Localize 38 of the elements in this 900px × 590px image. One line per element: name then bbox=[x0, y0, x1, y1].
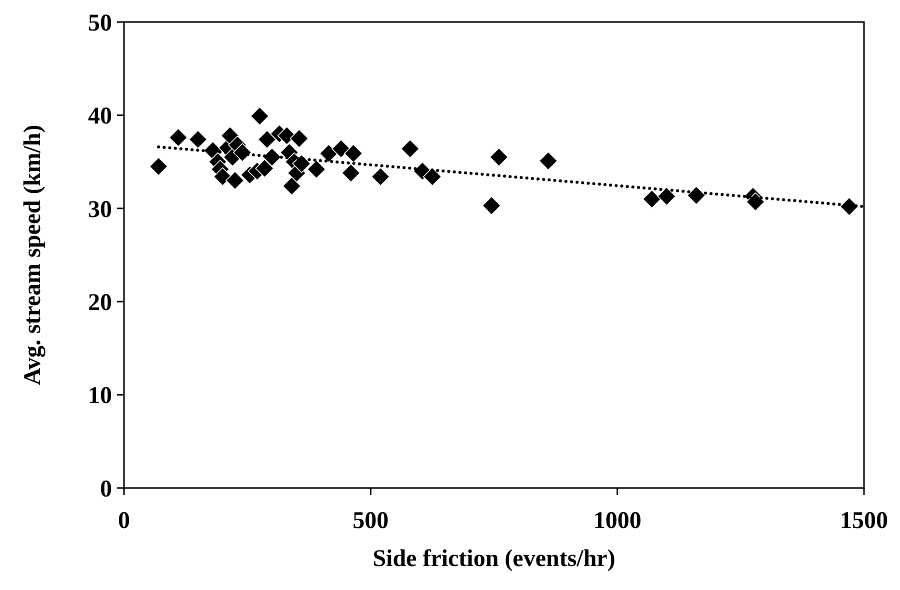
point bbox=[686, 186, 706, 205]
point bbox=[400, 139, 420, 158]
y-tick-label: 20 bbox=[88, 290, 112, 316]
point bbox=[255, 158, 274, 178]
point bbox=[319, 144, 338, 163]
point bbox=[332, 139, 350, 158]
point bbox=[422, 167, 442, 186]
y-axis-title: Avg. stream speed (km/h) bbox=[20, 124, 46, 386]
y-tick-label: 0 bbox=[100, 476, 112, 502]
point bbox=[258, 130, 276, 149]
x-tick-label: 500 bbox=[352, 508, 389, 534]
point bbox=[290, 129, 309, 148]
point bbox=[226, 171, 244, 190]
point bbox=[149, 157, 168, 176]
point bbox=[746, 192, 765, 212]
point bbox=[188, 130, 208, 149]
x-tick-label: 1500 bbox=[840, 508, 888, 534]
x-tick-label: 1000 bbox=[593, 508, 642, 534]
point bbox=[642, 190, 662, 208]
point bbox=[307, 160, 326, 179]
point bbox=[538, 151, 558, 170]
point bbox=[250, 106, 270, 126]
x-axis-title: Side friction (events/hr) bbox=[372, 546, 616, 572]
x-tick-label: 0 bbox=[118, 508, 130, 534]
y-tick-label: 40 bbox=[88, 104, 112, 130]
point bbox=[168, 128, 188, 147]
point bbox=[344, 144, 363, 163]
y-tick-label: 30 bbox=[88, 196, 112, 223]
point bbox=[371, 167, 390, 186]
point bbox=[213, 167, 232, 186]
y-tick-label: 50 bbox=[88, 10, 112, 36]
point bbox=[282, 176, 302, 196]
point bbox=[482, 196, 501, 216]
point bbox=[342, 164, 360, 182]
point bbox=[490, 148, 508, 167]
point bbox=[292, 154, 311, 174]
y-tick-label: 10 bbox=[88, 383, 112, 410]
point bbox=[657, 186, 676, 206]
